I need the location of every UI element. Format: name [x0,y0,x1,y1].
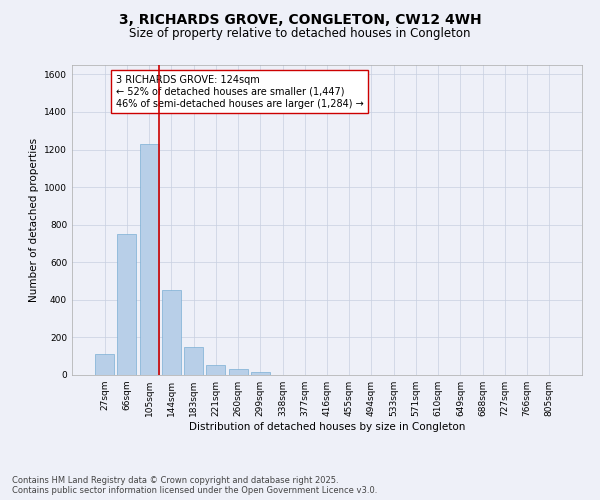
Bar [162,290,181,375]
Text: 3 RICHARDS GROVE: 124sqm
← 52% of detached houses are smaller (1,447)
46% of sem: 3 RICHARDS GROVE: 124sqm ← 52% of detach… [116,76,364,108]
Bar [140,144,158,375]
Y-axis label: Number of detached properties: Number of detached properties [29,138,38,302]
Bar [184,347,203,375]
Bar [229,370,248,375]
Bar [206,364,225,375]
Text: Size of property relative to detached houses in Congleton: Size of property relative to detached ho… [129,28,471,40]
Bar [251,372,270,375]
Bar [95,354,114,375]
Text: 3, RICHARDS GROVE, CONGLETON, CW12 4WH: 3, RICHARDS GROVE, CONGLETON, CW12 4WH [119,12,481,26]
Text: Contains HM Land Registry data © Crown copyright and database right 2025.
Contai: Contains HM Land Registry data © Crown c… [12,476,377,495]
Bar [118,234,136,375]
X-axis label: Distribution of detached houses by size in Congleton: Distribution of detached houses by size … [189,422,465,432]
